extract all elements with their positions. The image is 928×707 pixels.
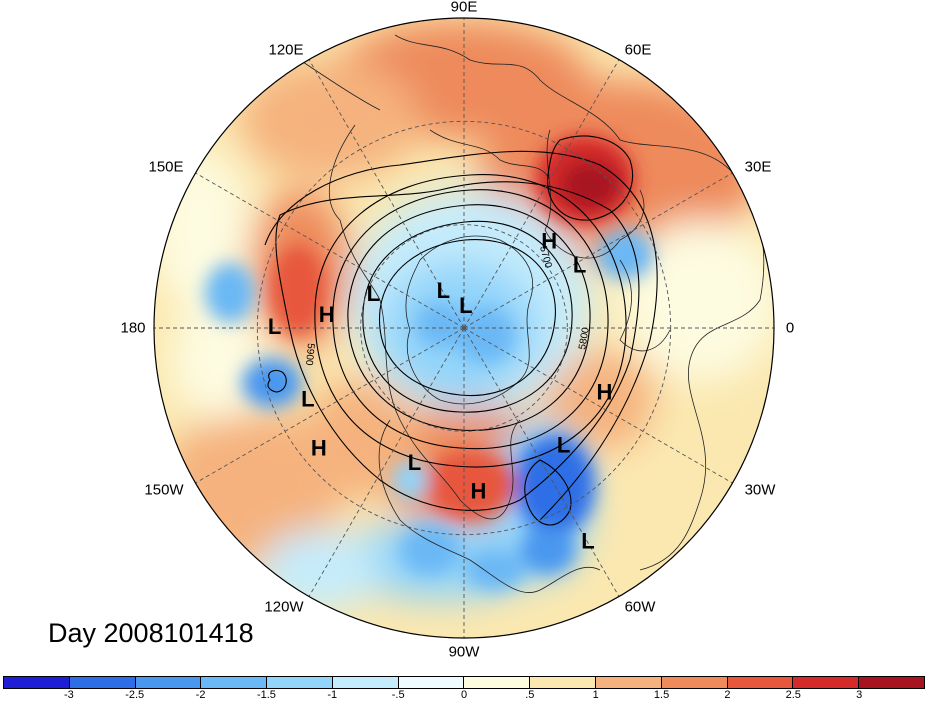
lon-label-150w: 150W	[144, 481, 184, 499]
colorbar-tick-label: 0	[460, 689, 468, 701]
colorbar	[3, 676, 925, 689]
colorbar-swatch	[69, 677, 136, 688]
colorbar-tick-label: -3	[63, 689, 74, 701]
colorbar-tick-label: 3	[856, 689, 863, 701]
colorbar-swatch	[727, 677, 794, 688]
high-pressure-marker: H	[311, 436, 327, 461]
lon-label-30w: 30W	[744, 481, 776, 499]
colorbar-tick-label: -1	[327, 689, 338, 701]
colorbar-swatch	[859, 677, 924, 688]
colorbar-swatch	[661, 677, 728, 688]
high-pressure-marker: H	[597, 379, 613, 404]
anomaly-field	[154, 18, 774, 638]
lon-label-120w: 120W	[264, 598, 304, 616]
colorbar-swatch	[596, 677, 662, 688]
meridian-line	[463, 327, 733, 484]
colorbar-swatch	[201, 677, 268, 688]
low-pressure-marker: L	[437, 278, 450, 303]
meridian-line	[463, 59, 620, 329]
low-pressure-marker: L	[573, 252, 586, 277]
meridian-line	[308, 59, 465, 329]
lon-label-30e: 30E	[744, 158, 772, 176]
colorbar-swatch	[267, 677, 333, 688]
low-pressure-marker: L	[268, 314, 281, 339]
meridian-line	[463, 172, 733, 329]
low-pressure-marker: L	[581, 529, 594, 554]
lon-label-60e: 60E	[624, 41, 652, 59]
high-pressure-marker: H	[319, 302, 335, 327]
high-pressure-marker: H	[541, 229, 557, 254]
colorbar-tick-label: -1.5	[256, 689, 276, 701]
colorbar-swatch	[464, 677, 531, 688]
lon-label-120e: 120E	[268, 41, 304, 59]
page-title: Day 2008101418	[48, 618, 254, 648]
colorbar-tick-label: 2.5	[785, 689, 801, 701]
colorbar-tick-label: -.5	[391, 689, 405, 701]
graticule	[154, 18, 774, 638]
lon-label-90e: 90E	[450, 0, 478, 16]
meridian-line	[308, 327, 465, 597]
meridian-line	[195, 327, 465, 484]
high-pressure-marker: H	[470, 479, 486, 504]
colorbar-tick-label: -2.5	[125, 689, 145, 701]
lon-label-0: 0	[785, 319, 795, 337]
lon-label-60w: 60W	[624, 598, 656, 616]
meridian-line	[195, 172, 465, 329]
colorbar-tick-label: .5	[525, 689, 535, 701]
colorbar-swatch	[530, 677, 597, 688]
map-boundary	[153, 17, 775, 639]
lon-label-180: 180	[120, 319, 146, 337]
colorbar-tick-label: 2	[724, 689, 731, 701]
latitude-circle	[360, 224, 568, 432]
colorbar-swatch	[332, 677, 399, 688]
height-contours	[264, 135, 658, 526]
lon-label-150e: 150E	[148, 158, 184, 176]
low-pressure-marker: L	[459, 293, 472, 318]
colorbar-tick-label: -2	[195, 689, 206, 701]
colorbar-swatch	[4, 677, 70, 688]
colorbar-tick-label: 1.5	[653, 689, 670, 701]
low-pressure-marker: L	[301, 387, 314, 412]
colorbar-swatch	[398, 677, 465, 688]
colorbar-tick-label: 1	[592, 689, 599, 701]
low-pressure-marker: L	[408, 450, 421, 475]
colorbar-swatch	[135, 677, 202, 688]
lon-label-90w: 90W	[448, 643, 480, 661]
meridian-line	[463, 327, 620, 597]
contour-label: 5800	[577, 326, 592, 350]
low-pressure-marker: L	[557, 433, 570, 458]
low-pressure-marker: L	[367, 281, 380, 306]
contour-label: 5900	[303, 343, 316, 367]
colorbar-swatch	[793, 677, 860, 688]
